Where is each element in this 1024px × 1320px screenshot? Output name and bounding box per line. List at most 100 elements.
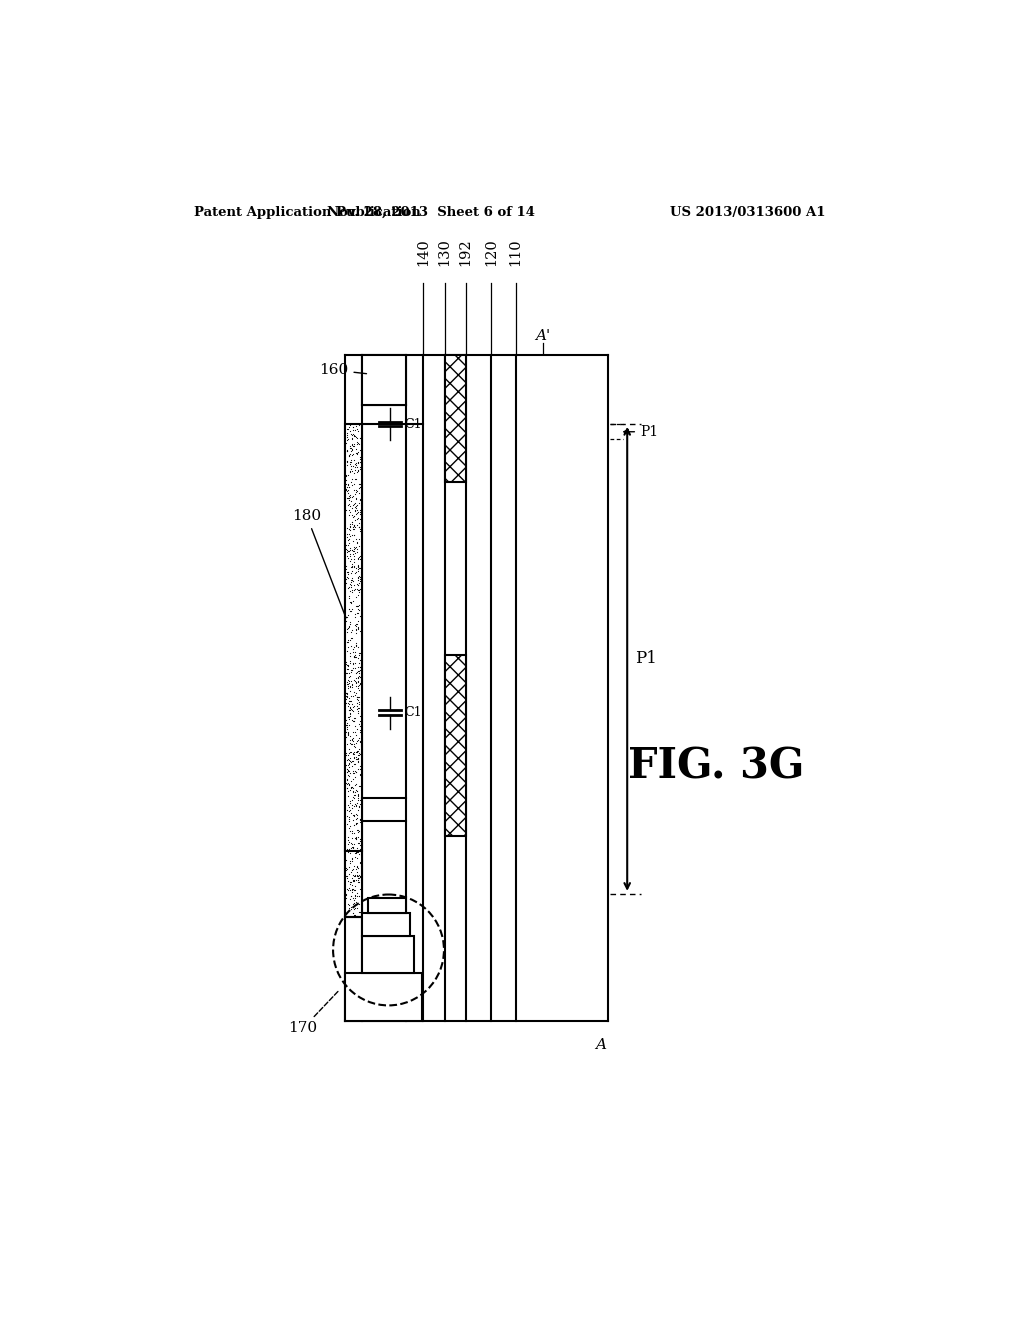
Point	[350, 619, 367, 640]
Point	[351, 566, 368, 587]
Bar	[345, 424, 361, 917]
Point	[338, 689, 354, 710]
Point	[349, 433, 366, 454]
Point	[340, 655, 356, 676]
Point	[345, 747, 361, 768]
Point	[339, 548, 355, 569]
Point	[342, 601, 358, 622]
Point	[346, 781, 362, 803]
Point	[344, 676, 360, 697]
Point	[350, 636, 367, 657]
Point	[351, 829, 368, 850]
Point	[347, 842, 364, 863]
Point	[342, 437, 358, 458]
Point	[346, 669, 362, 690]
Point	[352, 829, 369, 850]
Point	[347, 612, 364, 634]
Point	[344, 525, 360, 546]
Point	[350, 451, 367, 473]
Point	[345, 744, 361, 766]
Point	[340, 416, 356, 437]
Point	[347, 487, 364, 508]
Point	[342, 455, 358, 477]
Point	[344, 700, 360, 721]
Point	[347, 586, 364, 607]
Point	[348, 619, 365, 640]
Point	[351, 657, 368, 678]
Point	[351, 867, 368, 888]
Point	[350, 748, 367, 770]
Text: 120: 120	[484, 239, 498, 267]
Point	[339, 539, 355, 560]
Point	[350, 595, 367, 616]
Point	[350, 797, 367, 818]
Point	[351, 579, 368, 601]
Point	[341, 693, 357, 714]
Point	[339, 750, 355, 771]
Point	[343, 424, 359, 445]
Point	[348, 619, 365, 640]
Point	[343, 428, 359, 449]
Point	[343, 734, 359, 755]
Point	[338, 693, 354, 714]
Point	[352, 733, 369, 754]
Point	[347, 496, 364, 517]
Point	[352, 851, 369, 873]
Point	[350, 799, 367, 820]
Point	[339, 682, 355, 704]
Point	[352, 490, 369, 511]
Point	[338, 470, 354, 491]
Point	[348, 891, 365, 912]
Point	[351, 902, 368, 923]
Point	[346, 436, 362, 457]
Point	[339, 527, 355, 548]
Point	[339, 785, 355, 807]
Point	[338, 717, 354, 738]
Point	[343, 471, 359, 492]
Point	[344, 556, 360, 577]
Point	[349, 780, 366, 801]
Point	[348, 762, 365, 783]
Point	[344, 425, 360, 446]
Point	[343, 849, 359, 870]
Point	[343, 591, 359, 612]
Point	[339, 441, 355, 462]
Point	[350, 884, 367, 906]
Point	[349, 495, 366, 516]
Point	[352, 775, 369, 796]
Point	[343, 556, 359, 577]
Point	[349, 693, 366, 714]
Point	[349, 702, 366, 723]
Point	[348, 663, 365, 684]
Point	[350, 556, 367, 577]
Point	[340, 693, 356, 714]
Point	[341, 661, 357, 682]
Point	[347, 498, 364, 519]
Point	[346, 540, 362, 561]
Point	[345, 865, 361, 886]
Point	[342, 486, 358, 507]
Point	[346, 763, 362, 784]
Point	[339, 734, 355, 755]
Point	[344, 512, 360, 533]
Point	[349, 442, 366, 463]
Point	[350, 558, 367, 579]
Point	[348, 808, 365, 829]
Point	[339, 713, 355, 734]
Point	[338, 759, 354, 780]
Point	[339, 758, 355, 779]
Point	[351, 605, 368, 626]
Point	[352, 428, 369, 449]
Point	[340, 780, 356, 801]
Point	[343, 874, 359, 895]
Point	[352, 719, 369, 741]
Point	[345, 424, 361, 445]
Point	[347, 644, 364, 665]
Point	[341, 494, 357, 515]
Point	[350, 433, 367, 454]
Point	[346, 708, 362, 729]
Point	[338, 569, 354, 590]
Point	[342, 591, 358, 612]
Point	[340, 833, 356, 854]
Point	[345, 506, 361, 527]
